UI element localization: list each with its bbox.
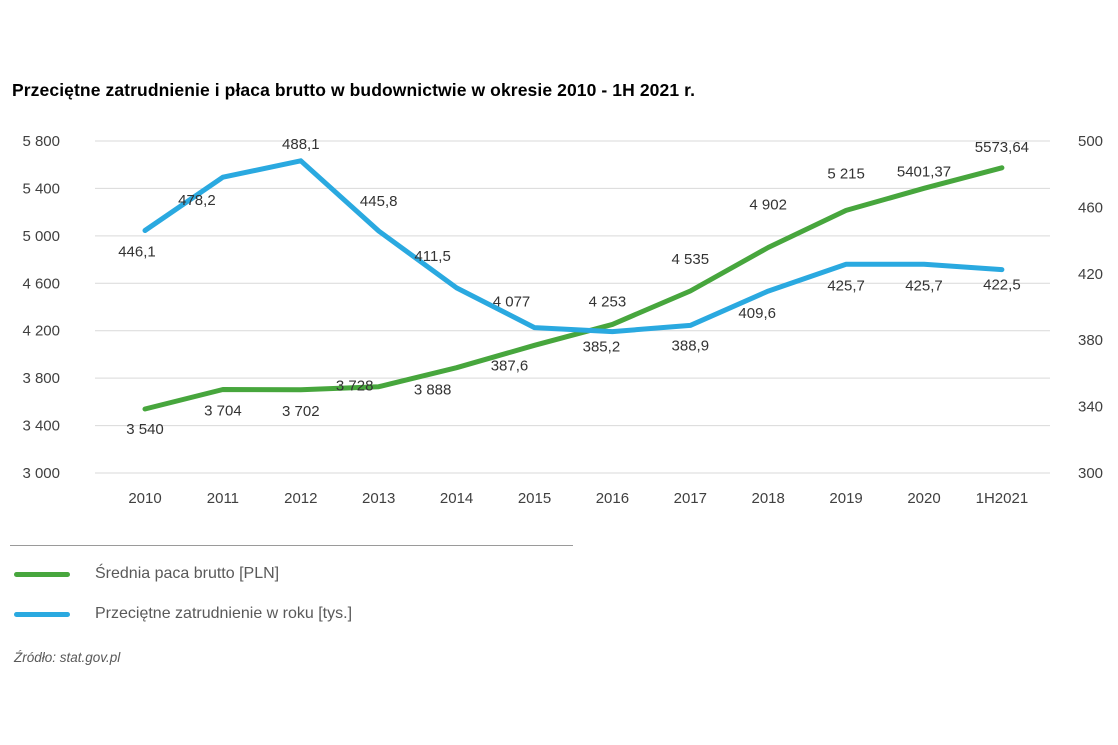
right-axis-tick: 340	[1078, 399, 1103, 416]
left-axis-tick: 3 800	[22, 370, 60, 387]
left-axis-tick: 3 400	[22, 418, 60, 435]
x-axis-label: 2014	[440, 490, 473, 507]
x-axis-label: 2013	[362, 490, 395, 507]
data-label-employment: 488,1	[282, 136, 320, 153]
data-label-salary: 4 253	[589, 293, 627, 310]
data-label-salary: 4 077	[493, 293, 531, 310]
x-axis-label: 2016	[596, 490, 629, 507]
left-axis-tick: 5 000	[22, 228, 60, 245]
data-label-employment: 445,8	[360, 193, 398, 210]
data-label-employment: 409,6	[738, 305, 776, 322]
x-axis-label: 2017	[674, 490, 707, 507]
x-axis-label: 2020	[907, 490, 940, 507]
data-label-employment: 425,7	[827, 277, 865, 294]
left-axis-tick: 4 200	[22, 323, 60, 340]
data-label-salary: 5401,37	[897, 163, 951, 180]
x-axis-label: 2012	[284, 490, 317, 507]
data-label-employment: 387,6	[491, 358, 529, 375]
chart-canvas: 5 800 5 400 5 000 4 600 4 200 3 800 3 400 3 000…	[22, 133, 1103, 507]
data-label-salary: 5 215	[827, 165, 865, 182]
x-axis-label: 1H2021	[976, 490, 1029, 507]
right-axis-tick: 420	[1078, 266, 1103, 283]
data-label-salary: 3 702	[282, 403, 320, 420]
data-label-employment: 385,2	[583, 339, 621, 356]
data-label-salary: 3 704	[204, 403, 242, 420]
legend-divider	[10, 545, 573, 546]
data-label-salary: 4 535	[672, 251, 710, 268]
x-axis-label: 2010	[128, 490, 161, 507]
data-label-employment: 446,1	[118, 243, 156, 260]
data-label-employment: 478,2	[178, 192, 216, 209]
data-label-salary: 3 888	[414, 382, 452, 399]
data-label-employment: 388,9	[672, 337, 710, 354]
legend-label-salary: Średnia paca brutto [PLN]	[95, 565, 280, 582]
left-axis-tick: 4 600	[22, 275, 60, 292]
data-label-salary: 3 540	[126, 421, 164, 438]
legend-item-salary: Średnia paca brutto [PLN]	[14, 564, 279, 584]
data-label-salary: 5573,64	[975, 139, 1029, 156]
x-axis-label: 2011	[207, 490, 239, 507]
x-axis-label: 2015	[518, 490, 551, 507]
left-axis-tick: 3 000	[22, 465, 60, 482]
x-axis-label: 2018	[752, 490, 785, 507]
legend-swatch-employment	[14, 611, 70, 617]
data-label-employment: 411,5	[414, 248, 450, 265]
data-label-employment: 422,5	[983, 277, 1021, 294]
data-label-salary: 3 728	[336, 378, 374, 395]
right-axis-tick: 380	[1078, 332, 1103, 349]
data-label-employment: 425,7	[905, 277, 943, 294]
left-axis-tick: 5 800	[22, 133, 60, 150]
source-note: Źródło: stat.gov.pl	[14, 650, 121, 665]
series-line-employment	[142, 158, 1005, 335]
left-axis-tick: 5 400	[22, 180, 60, 197]
legend-swatch-salary	[14, 571, 70, 577]
x-axis-label: 2019	[829, 490, 862, 507]
right-axis-tick: 300	[1078, 465, 1103, 482]
data-label-salary: 4 902	[749, 196, 787, 213]
chart-title: Przeciętne zatrudnienie i płaca brutto w…	[12, 80, 696, 100]
legend-label-employment: Przeciętne zatrudnienie w roku [tys.]	[95, 605, 353, 622]
legend-item-employment: Przeciętne zatrudnienie w roku [tys.]	[14, 604, 352, 624]
right-axis-tick: 500	[1078, 133, 1103, 150]
right-axis-tick: 460	[1078, 199, 1103, 216]
series-line-salary	[142, 165, 1005, 412]
